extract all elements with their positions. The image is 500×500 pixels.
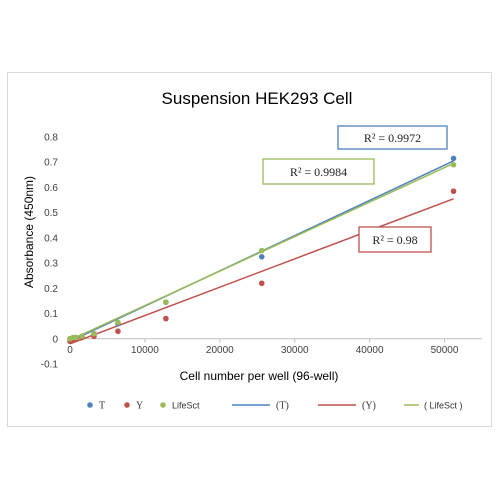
trendline-y xyxy=(69,198,454,345)
r2-box-y xyxy=(358,226,432,253)
y-tick-label: 0.5 xyxy=(44,208,58,219)
y-tick-label: 0.6 xyxy=(44,183,58,194)
r2-annotations: R² = 0.9972 R² = 0.9984 R² = 0.98 xyxy=(262,125,448,253)
data-points xyxy=(67,155,457,345)
y-tick-label: 0 xyxy=(52,334,58,345)
r2-label-lifesct: R² = 0.9984 xyxy=(290,165,347,179)
data-point-lifesct xyxy=(163,299,169,306)
y-tick-label: 0.4 xyxy=(44,233,58,244)
y-tick-label: 0.1 xyxy=(44,309,58,320)
r2-box-t xyxy=(337,125,448,150)
data-point-lifesct xyxy=(115,319,121,326)
data-point-lifesct xyxy=(91,330,97,337)
legend-marker-t xyxy=(87,402,93,408)
data-point-y xyxy=(115,328,121,335)
legend-trend-label-y: (Y) xyxy=(362,401,376,412)
x-tick-label: 10000 xyxy=(131,345,159,356)
x-tick-label: 20000 xyxy=(206,345,234,356)
r2-label-y: R² = 0.98 xyxy=(372,233,417,247)
x-tick-label: 0 xyxy=(67,345,73,356)
legend-label-lifesct: LifeSct xyxy=(172,401,200,411)
legend-trend-label-lifesct: ( LifeSct ) xyxy=(424,401,463,411)
chart-title: Suspension HEK293 Cell xyxy=(162,89,353,108)
y-tick-label: 0.8 xyxy=(44,133,58,144)
data-point-y xyxy=(450,188,457,195)
r2-label-t: R² = 0.9972 xyxy=(364,131,421,145)
y-tick-label: 0.7 xyxy=(44,158,58,169)
legend-label-y: Y xyxy=(136,401,143,412)
tick-labels: -0.1 0 0.1 0.2 0.3 0.4 0.5 0.6 0.7 0.8 0 10000 20000… xyxy=(41,133,459,371)
legend-trend-label-t: (T) xyxy=(276,401,289,412)
y-tick-label: -0.1 xyxy=(41,360,59,371)
x-tick-label: 30000 xyxy=(281,345,309,356)
data-point-t xyxy=(450,155,457,162)
legend: T Y LifeSct (T) (Y) ( LifeSct ) xyxy=(87,401,463,412)
data-point-y xyxy=(163,315,169,322)
r2-box-lifesct xyxy=(262,158,375,185)
legend-label-t: T xyxy=(99,401,105,412)
data-point-y xyxy=(258,280,265,287)
y-tick-label: 0.2 xyxy=(44,284,58,295)
data-point-lifesct xyxy=(450,161,457,168)
data-point-lifesct xyxy=(79,333,85,340)
y-axis-title: Absorbance (450nm) xyxy=(22,176,36,288)
x-tick-label: 40000 xyxy=(356,345,384,356)
x-axis-title: Cell number per well (96-well) xyxy=(180,369,339,383)
data-point-t xyxy=(258,254,265,260)
x-tick-label: 50000 xyxy=(431,345,459,356)
legend-marker-lifesct xyxy=(160,402,166,408)
axes xyxy=(69,338,482,343)
data-point-lifesct xyxy=(73,334,79,341)
legend-marker-y xyxy=(124,402,130,408)
data-point-lifesct xyxy=(258,247,265,254)
y-tick-label: 0.3 xyxy=(44,259,58,270)
